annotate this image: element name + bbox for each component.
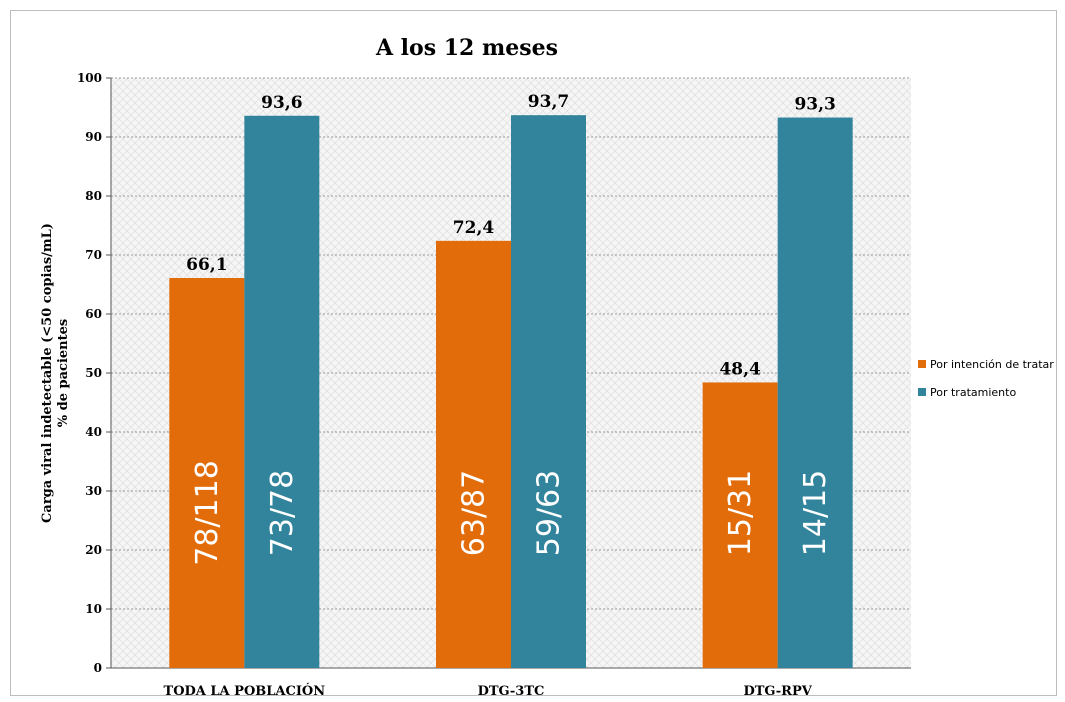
bar [702, 382, 778, 668]
x-tick-label: DTG-3TC [478, 684, 545, 695]
y-tick-label: 40 [85, 425, 102, 439]
y-tick-label: 20 [85, 543, 102, 557]
data-label: 93,7 [528, 92, 569, 112]
y-tick-label: 60 [85, 307, 102, 321]
data-label: 93,6 [261, 93, 302, 113]
data-label: 66,1 [186, 255, 227, 275]
bar-inner-label: 14/15 [798, 470, 833, 556]
y-tick-label: 0 [94, 661, 102, 675]
data-label: 72,4 [453, 218, 495, 238]
bar [511, 115, 586, 669]
legend-swatch [918, 360, 926, 368]
plot-area: 0 10 20 30 40 50 60 70 80 90 100 Carga viral indete… [40, 71, 911, 695]
legend-label: Por tratamiento [930, 386, 1016, 399]
bar [169, 278, 245, 668]
legend-label: Por intención de tratar [930, 358, 1054, 371]
y-tick-label: 50 [85, 366, 102, 380]
y-tick-label: 80 [85, 189, 102, 203]
y-tick-label: 30 [85, 484, 102, 498]
chart-title: A los 12 meses [375, 35, 558, 61]
x-tick-label: TODA LA POBLACIÓN [164, 682, 326, 695]
bar [436, 240, 511, 668]
legend: Por intención de tratar Por tratamiento [918, 358, 1054, 399]
y-tick-label: 70 [85, 248, 102, 262]
bar-chart: A los 12 meses 0 10 20 30 40 50 60 70 80 90 100 Car… [40, 35, 1054, 695]
bar [777, 117, 853, 668]
bar-inner-label: 15/31 [723, 470, 758, 556]
y-axis-label: Carga viral indetectable (<50 copias/mL)… [40, 223, 71, 523]
legend-swatch [918, 388, 926, 396]
y-axis-label-line: % de pacientes [56, 319, 71, 427]
chart-frame: A los 12 meses 0 10 20 30 40 50 60 70 80 90 100 Car… [10, 10, 1057, 696]
y-tick-label: 10 [85, 602, 102, 616]
x-tick-label: DTG-RPV [743, 684, 812, 695]
bar-inner-label: 59/63 [532, 470, 567, 556]
bar-inner-label: 73/78 [265, 470, 300, 556]
y-axis-label-line: Carga viral indetectable (<50 copias/mL) [40, 223, 55, 523]
data-label: 48,4 [719, 359, 761, 379]
bar-inner-label: 78/118 [190, 460, 225, 566]
bar-inner-label: 63/87 [457, 470, 492, 556]
y-tick-label: 100 [77, 71, 102, 85]
bar [244, 115, 320, 668]
y-tick-label: 90 [85, 130, 102, 144]
data-label: 93,3 [794, 95, 835, 115]
